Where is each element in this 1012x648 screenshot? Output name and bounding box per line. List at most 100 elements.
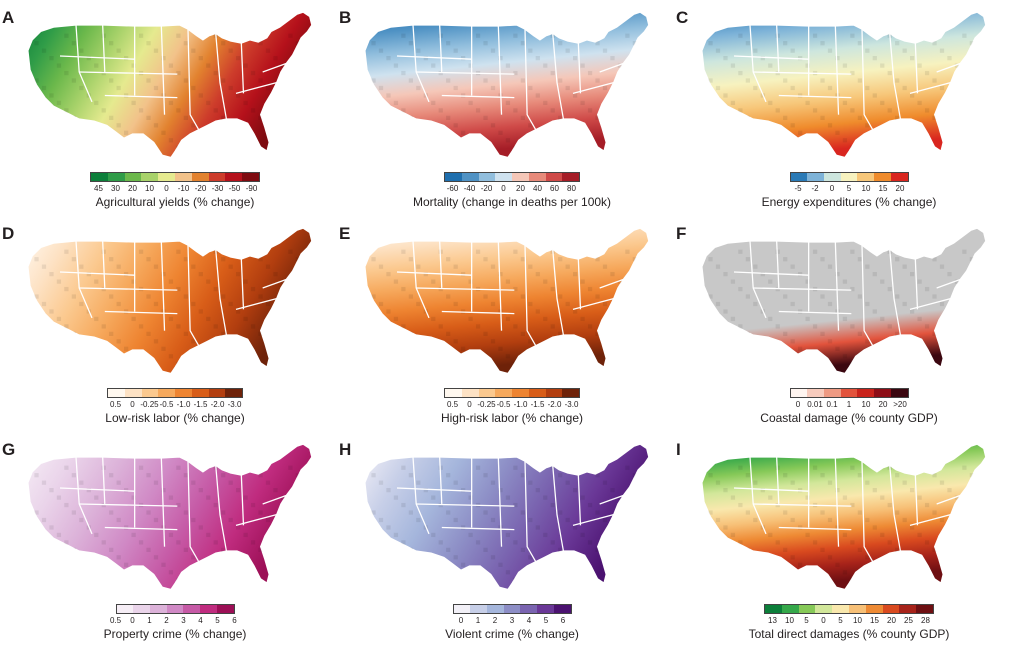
legend-swatch (158, 173, 175, 181)
color-legend: 0 0.01 0.1 1 10 20 >20 (789, 388, 909, 410)
legend-swatch (545, 389, 563, 397)
legend-tick-label: -1.0 (513, 400, 528, 409)
legend-tick-label: 2 (492, 616, 498, 625)
state-borders (59, 25, 287, 130)
legend-swatch (553, 605, 571, 613)
legend-swatch (857, 389, 875, 397)
legend-swatch (503, 605, 521, 613)
us-county-map (364, 443, 650, 590)
legend-swatch (790, 389, 808, 397)
legend-tick-label: -0.25 (477, 400, 496, 409)
legend-swatch (208, 173, 226, 181)
legend-tick-label: 3 (509, 616, 515, 625)
legend-swatch (141, 389, 159, 397)
legend-tick-label: 25 (904, 616, 913, 625)
map-panel-c: C -5 -2 0 5 10 15 20 Energy expenditures (% chan… (674, 0, 1008, 216)
legend-title: Agricultural yields (% change) (95, 195, 255, 209)
legend-tick-label: 0 (130, 616, 135, 625)
legend-tick-label: 0 (501, 184, 506, 193)
panel-letter: C (676, 8, 689, 27)
legend-tick-label: -1.5 (193, 400, 208, 409)
legend-swatch (166, 605, 184, 613)
legend-tick-label: 20 (516, 184, 525, 193)
legend-tick-label: 0.5 (109, 616, 122, 625)
legend-swatch (486, 605, 504, 613)
legend-swatch (528, 173, 546, 181)
legend-title: Mortality (change in deaths per 100k) (412, 195, 612, 209)
legend-tick-label: 4 (526, 616, 532, 625)
us-county-map (27, 227, 313, 374)
legend-tick-label: 0 (829, 184, 835, 193)
legend-swatch (798, 605, 816, 613)
us-county-map (364, 11, 650, 158)
legend-tick-label: -2 (811, 184, 819, 193)
legend-tick-label: 20 (895, 184, 905, 193)
legend-tick-label: 0 (130, 400, 135, 409)
legend-tick-label: -1.5 (530, 400, 545, 409)
us-landmass (27, 227, 313, 374)
legend-swatch (174, 173, 192, 181)
legend-swatch (461, 173, 479, 181)
legend-tick-label: -2.0 (210, 400, 225, 409)
us-county-map (701, 443, 987, 590)
legend-swatch (478, 173, 496, 181)
legend-tick-label: 0 (467, 400, 472, 409)
legend-tick-label: -90 (245, 184, 258, 193)
legend-tick-label: 20 (128, 184, 137, 193)
legend-tick-label: -30 (211, 184, 224, 193)
legend-swatch (857, 173, 875, 181)
legend-title: Coastal damage (% county GDP) (760, 411, 938, 425)
legend-swatch (200, 605, 217, 613)
legend-tick-label: -0.5 (496, 400, 511, 409)
legend-tick-label: -1.0 (176, 400, 191, 409)
legend-tick-label: 0.01 (807, 400, 823, 409)
state-borders (59, 457, 287, 562)
state-borders (396, 457, 624, 562)
legend-swatch (183, 605, 201, 613)
color-legend: -5 -2 0 5 10 15 20 (789, 172, 909, 194)
legend-title: Total direct damages (% county GDP) (748, 627, 950, 641)
legend-swatch (545, 173, 563, 181)
legend-tick-label: >20 (893, 400, 907, 409)
legend-swatch (242, 173, 259, 181)
map-panel-d: D 0.5 0 -0.25 -0.5 -1.0 -1.5 -2.0 -3.0 Low-risk l… (0, 216, 334, 432)
legend-tick-label: 15 (870, 616, 879, 625)
legend-tick-label: 3 (181, 616, 186, 625)
legend-swatch (840, 389, 858, 397)
panel-letter: G (2, 440, 16, 459)
legend-swatch (832, 605, 849, 613)
legend-swatch (512, 389, 529, 397)
legend-swatch (225, 173, 243, 181)
legend-swatch (445, 173, 462, 181)
color-legend: 13 10 5 0 5 10 15 20 25 28 (764, 604, 934, 626)
legend-swatch (890, 173, 908, 181)
color-legend: -60 -40 -20 0 20 40 60 80 (444, 172, 580, 194)
legend-swatch (191, 173, 209, 181)
legend-swatch (495, 389, 512, 397)
legend-tick-label: -0.5 (159, 400, 174, 409)
us-county-map (364, 227, 650, 374)
legend-swatch (470, 605, 487, 613)
legend-tick-label: 0.5 (446, 400, 459, 409)
legend-tick-label: 6 (232, 616, 237, 625)
legend-tick-label: 10 (785, 616, 794, 625)
legend-swatch (807, 389, 824, 397)
legend-tick-label: 60 (550, 184, 559, 193)
legend-title: Low-risk labor (% change) (105, 411, 245, 425)
legend-tick-label: 80 (567, 184, 576, 193)
legend-tick-label: 0 (458, 616, 464, 625)
legend-swatch (124, 389, 142, 397)
us-landmass (701, 443, 987, 590)
county-texture (34, 465, 308, 582)
state-borders (733, 241, 961, 346)
legend-swatch (216, 605, 234, 613)
legend-tick-label: 20 (887, 616, 896, 625)
us-landmass (364, 443, 650, 590)
legend-tick-label: 5 (846, 184, 852, 193)
legend-swatch (453, 605, 471, 613)
legend-swatch (882, 605, 900, 613)
color-legend: 0.5 0 -0.25 -0.5 -1.0 -1.5 -2.0 -3.0 (444, 388, 580, 410)
legend-tick-label: 5 (804, 616, 809, 625)
legend-tick-label: 5 (838, 616, 843, 625)
legend-swatch (141, 173, 159, 181)
